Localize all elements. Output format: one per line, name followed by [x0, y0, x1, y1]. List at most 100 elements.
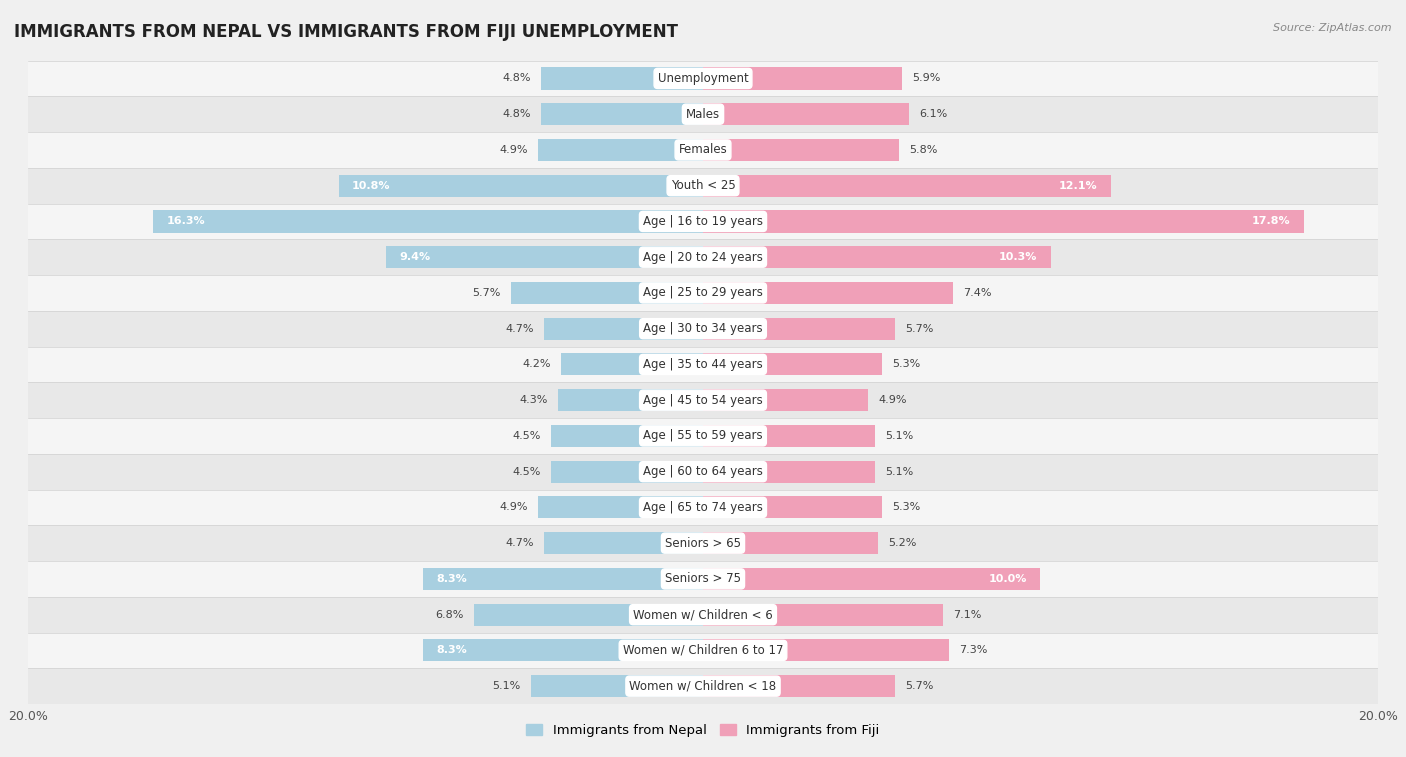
Text: 6.1%: 6.1%	[920, 109, 948, 119]
Text: 8.3%: 8.3%	[436, 574, 467, 584]
Text: 5.1%: 5.1%	[886, 466, 914, 477]
Text: 4.2%: 4.2%	[523, 360, 551, 369]
Text: 16.3%: 16.3%	[166, 217, 205, 226]
Bar	[423, 640, 703, 662]
Bar	[561, 354, 703, 375]
Bar	[28, 382, 1378, 418]
Text: 17.8%: 17.8%	[1251, 217, 1291, 226]
Bar	[703, 175, 1111, 197]
Text: 7.1%: 7.1%	[953, 609, 981, 620]
Text: Females: Females	[679, 143, 727, 157]
Bar	[703, 282, 953, 304]
Bar	[544, 532, 703, 554]
Bar	[703, 640, 949, 662]
Text: 5.7%: 5.7%	[905, 681, 934, 691]
Text: 12.1%: 12.1%	[1059, 181, 1098, 191]
Bar	[537, 139, 703, 161]
Bar	[537, 497, 703, 519]
Text: Unemployment: Unemployment	[658, 72, 748, 85]
Bar	[703, 675, 896, 697]
Bar	[531, 675, 703, 697]
Text: Youth < 25: Youth < 25	[671, 179, 735, 192]
Bar	[28, 347, 1378, 382]
Legend: Immigrants from Nepal, Immigrants from Fiji: Immigrants from Nepal, Immigrants from F…	[522, 719, 884, 743]
Bar	[28, 525, 1378, 561]
Bar	[28, 668, 1378, 704]
Bar	[474, 603, 703, 626]
Bar	[703, 532, 879, 554]
Text: Age | 25 to 29 years: Age | 25 to 29 years	[643, 286, 763, 300]
Bar	[28, 61, 1378, 96]
Bar	[703, 603, 942, 626]
Text: Age | 20 to 24 years: Age | 20 to 24 years	[643, 251, 763, 263]
Bar	[28, 96, 1378, 132]
Bar	[703, 318, 896, 340]
Bar	[541, 103, 703, 125]
Text: 4.9%: 4.9%	[499, 145, 527, 155]
Text: 5.2%: 5.2%	[889, 538, 917, 548]
Text: 8.3%: 8.3%	[436, 646, 467, 656]
Text: 6.8%: 6.8%	[434, 609, 464, 620]
Text: 7.3%: 7.3%	[959, 646, 988, 656]
Text: 5.8%: 5.8%	[908, 145, 938, 155]
Bar	[28, 204, 1378, 239]
Bar	[703, 497, 882, 519]
Bar	[28, 561, 1378, 597]
Text: 10.0%: 10.0%	[988, 574, 1026, 584]
Bar	[28, 239, 1378, 275]
Bar	[703, 354, 882, 375]
Bar	[703, 389, 869, 411]
Bar	[551, 425, 703, 447]
Bar	[28, 490, 1378, 525]
Bar	[551, 460, 703, 483]
Text: Age | 45 to 54 years: Age | 45 to 54 years	[643, 394, 763, 407]
Text: Age | 16 to 19 years: Age | 16 to 19 years	[643, 215, 763, 228]
Text: Women w/ Children < 18: Women w/ Children < 18	[630, 680, 776, 693]
Text: Seniors > 65: Seniors > 65	[665, 537, 741, 550]
Text: 5.1%: 5.1%	[886, 431, 914, 441]
Bar	[339, 175, 703, 197]
Text: 4.7%: 4.7%	[506, 324, 534, 334]
Text: 4.5%: 4.5%	[513, 466, 541, 477]
Bar	[541, 67, 703, 89]
Bar	[703, 210, 1303, 232]
Bar	[28, 132, 1378, 168]
Text: 10.8%: 10.8%	[352, 181, 391, 191]
Bar	[423, 568, 703, 590]
Bar	[28, 168, 1378, 204]
Text: 5.9%: 5.9%	[912, 73, 941, 83]
Text: 5.3%: 5.3%	[891, 503, 920, 512]
Text: 5.7%: 5.7%	[905, 324, 934, 334]
Text: Age | 55 to 59 years: Age | 55 to 59 years	[643, 429, 763, 442]
Bar	[510, 282, 703, 304]
Bar	[703, 139, 898, 161]
Text: 4.5%: 4.5%	[513, 431, 541, 441]
Bar	[703, 425, 875, 447]
Text: 4.7%: 4.7%	[506, 538, 534, 548]
Text: Source: ZipAtlas.com: Source: ZipAtlas.com	[1274, 23, 1392, 33]
Text: 5.3%: 5.3%	[891, 360, 920, 369]
Bar	[703, 460, 875, 483]
Text: 10.3%: 10.3%	[998, 252, 1038, 262]
Bar	[703, 103, 908, 125]
Text: Seniors > 75: Seniors > 75	[665, 572, 741, 585]
Text: Males: Males	[686, 107, 720, 120]
Text: 5.7%: 5.7%	[472, 288, 501, 298]
Bar	[28, 597, 1378, 633]
Bar	[703, 246, 1050, 268]
Bar	[28, 633, 1378, 668]
Text: IMMIGRANTS FROM NEPAL VS IMMIGRANTS FROM FIJI UNEMPLOYMENT: IMMIGRANTS FROM NEPAL VS IMMIGRANTS FROM…	[14, 23, 678, 41]
Text: 4.8%: 4.8%	[502, 73, 531, 83]
Text: Age | 35 to 44 years: Age | 35 to 44 years	[643, 358, 763, 371]
Bar	[28, 311, 1378, 347]
Text: 9.4%: 9.4%	[399, 252, 430, 262]
Bar	[28, 418, 1378, 453]
Text: 4.9%: 4.9%	[879, 395, 907, 405]
Text: 4.3%: 4.3%	[519, 395, 548, 405]
Bar	[703, 568, 1040, 590]
Bar	[28, 453, 1378, 490]
Bar	[544, 318, 703, 340]
Text: 4.9%: 4.9%	[499, 503, 527, 512]
Bar	[703, 67, 903, 89]
Bar	[28, 275, 1378, 311]
